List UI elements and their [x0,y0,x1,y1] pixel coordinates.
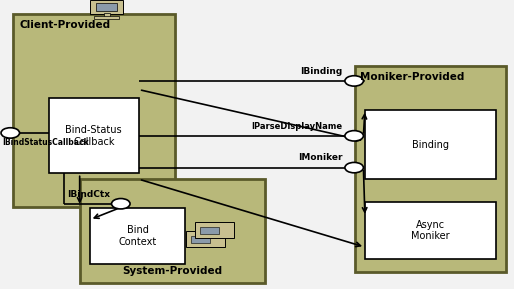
Bar [195,222,234,238]
Text: Client-Provided: Client-Provided [19,20,110,30]
Bar [365,110,496,179]
Text: IBinding: IBinding [300,67,342,76]
Bar [200,227,219,234]
Bar [355,66,506,272]
Bar [95,16,119,19]
Bar [13,14,175,207]
Bar [186,231,225,247]
Text: Bind-Status
Callback: Bind-Status Callback [65,125,122,147]
Text: IParseDisplayName: IParseDisplayName [251,123,342,131]
Bar [365,202,496,259]
Bar [90,208,185,264]
Text: System-Provided: System-Provided [122,266,222,276]
Bar [97,3,117,11]
Circle shape [345,131,363,141]
Circle shape [1,128,20,138]
Text: Bind
Context: Bind Context [118,225,157,247]
Bar [191,236,210,243]
Circle shape [345,76,363,86]
Text: IBindCtx: IBindCtx [67,190,110,199]
Bar [90,0,123,14]
Text: IBindStatusCallback: IBindStatusCallback [2,138,89,147]
Circle shape [112,199,130,209]
Text: Moniker-Provided: Moniker-Provided [360,72,464,82]
Circle shape [345,162,363,173]
Bar [49,98,139,173]
Bar [104,13,110,17]
Text: IMoniker: IMoniker [298,153,342,162]
Bar [80,179,265,283]
Text: Binding: Binding [412,140,449,149]
Text: Async
Moniker: Async Moniker [411,220,450,241]
